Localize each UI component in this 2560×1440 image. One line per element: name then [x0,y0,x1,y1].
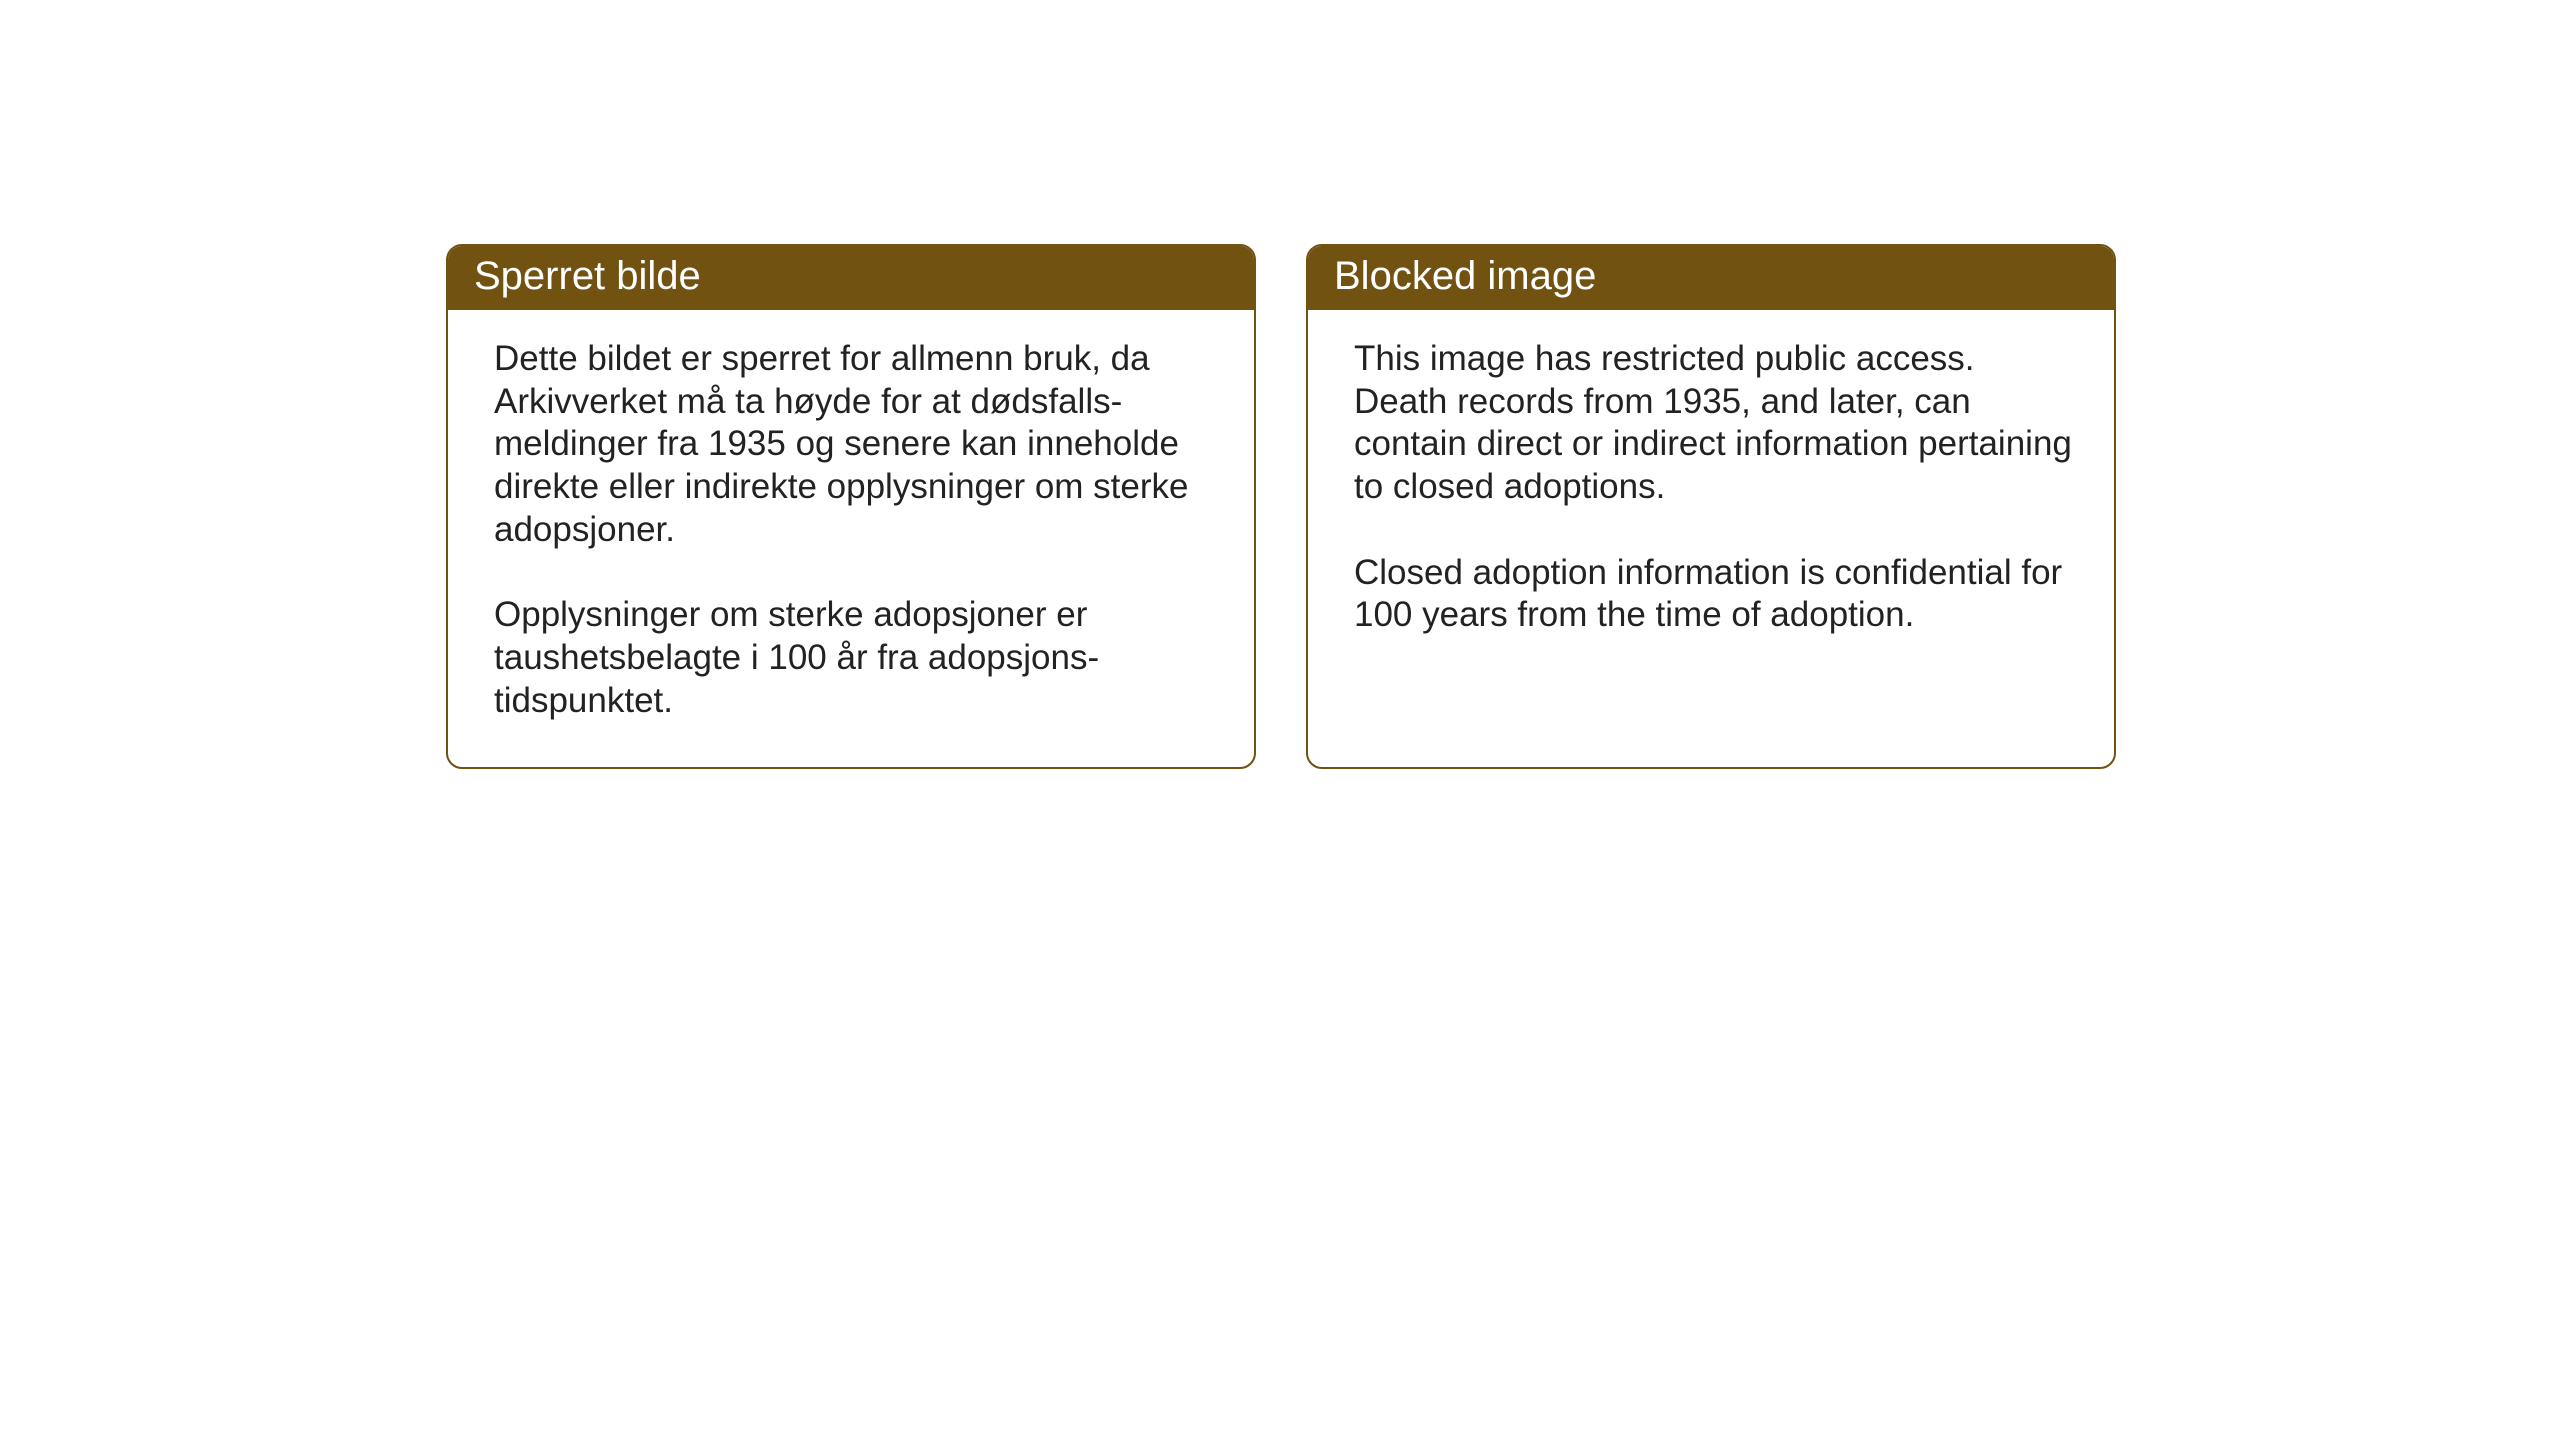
notice-paragraph: Opplysninger om sterke adopsjoner er tau… [494,594,1214,722]
notice-card-english: Blocked image This image has restricted … [1306,244,2116,769]
notice-body-english: This image has restricted public access.… [1308,310,2114,767]
notice-paragraph: Closed adoption information is confident… [1354,552,2074,637]
notice-card-norwegian: Sperret bilde Dette bildet er sperret fo… [446,244,1256,769]
notice-title-norwegian: Sperret bilde [448,246,1254,310]
notice-container: Sperret bilde Dette bildet er sperret fo… [0,0,2560,769]
notice-paragraph: Dette bildet er sperret for allmenn bruk… [494,338,1214,551]
notice-paragraph: This image has restricted public access.… [1354,338,2074,509]
notice-title-english: Blocked image [1308,246,2114,310]
notice-body-norwegian: Dette bildet er sperret for allmenn bruk… [448,310,1254,767]
